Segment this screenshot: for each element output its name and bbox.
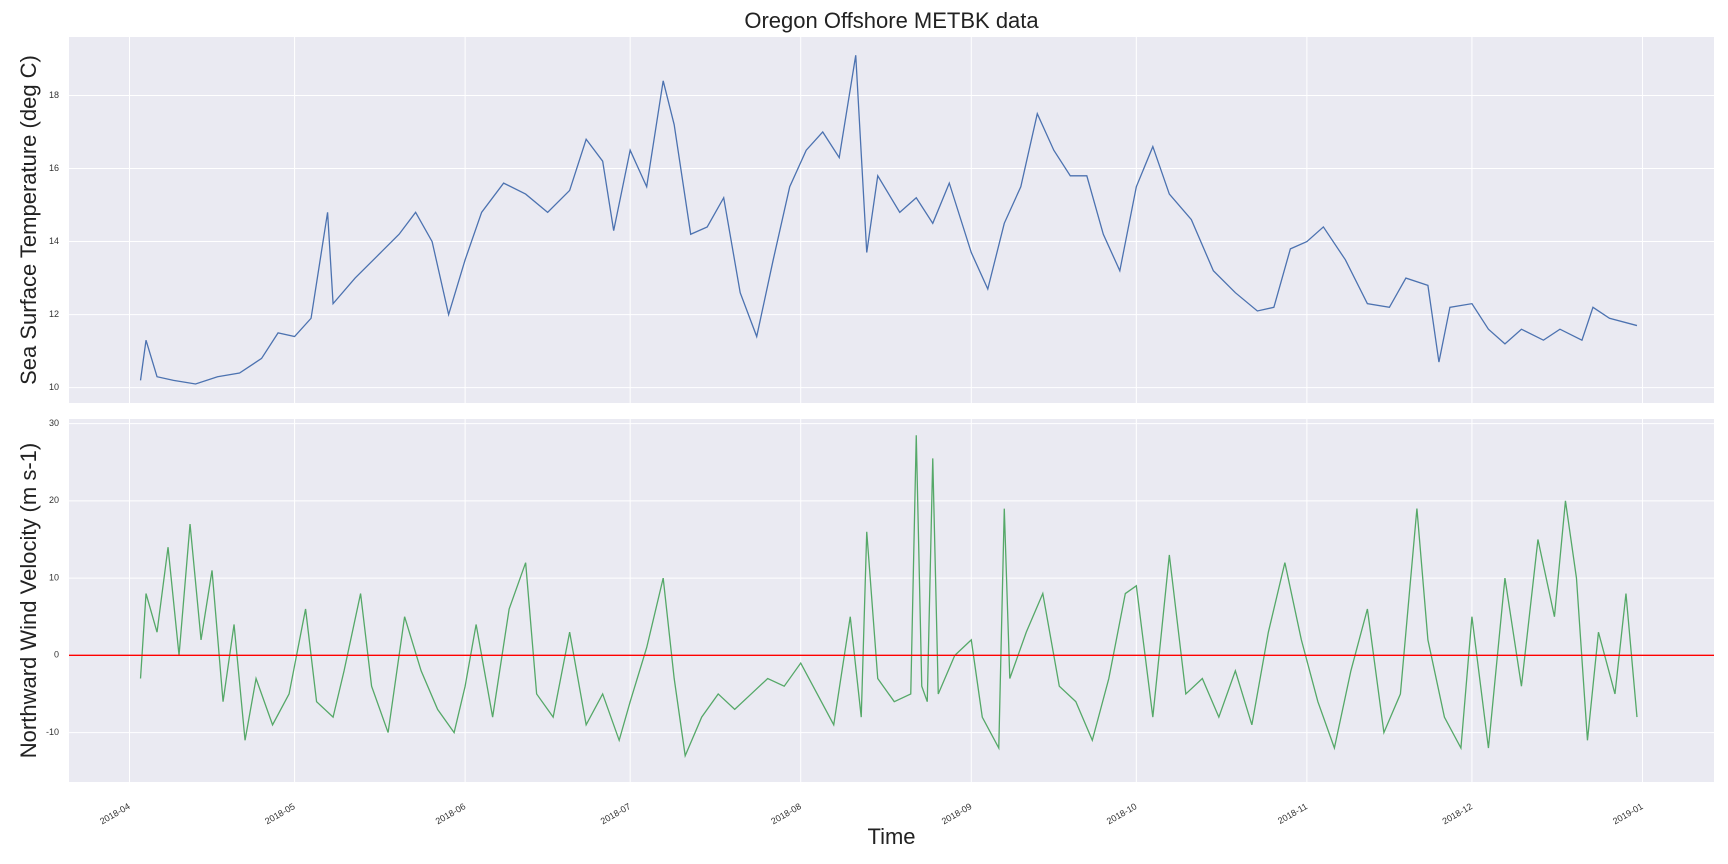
y-tick-label: 12 <box>49 309 59 319</box>
x-tick-label: 2018-07 <box>599 801 633 826</box>
data-line <box>139 435 1638 759</box>
x-axis-label: Time <box>867 824 915 849</box>
y-tick-label: 16 <box>49 163 59 173</box>
y-tick-label: -10 <box>46 727 59 737</box>
y-tick-label: 20 <box>49 495 59 505</box>
y-tick-label: 18 <box>49 90 59 100</box>
y-tick-label: 0 <box>54 650 59 660</box>
y-tick-label: 10 <box>49 572 59 582</box>
y-tick-label: 14 <box>49 236 59 246</box>
y-axis-label: Sea Surface Temperature (deg C) <box>16 55 41 385</box>
plot-area <box>69 419 1714 782</box>
data-line <box>139 55 1638 385</box>
x-tick-label: 2019-01 <box>1611 801 1645 826</box>
plot-area <box>69 37 1714 403</box>
x-tick-label: 2018-04 <box>98 801 132 826</box>
x-tick-label: 2018-12 <box>1441 801 1475 826</box>
y-tick-label: 10 <box>49 382 59 392</box>
x-tick-label: 2018-06 <box>434 801 468 826</box>
y-tick-label: 30 <box>49 418 59 428</box>
x-tick-label: 2018-08 <box>769 801 803 826</box>
x-tick-label: 2018-05 <box>263 801 297 826</box>
y-axis-label: Northward Wind Velocity (m s-1) <box>16 443 41 758</box>
x-tick-label: 2018-09 <box>940 801 974 826</box>
chart-title: Oregon Offshore METBK data <box>744 8 1039 33</box>
x-tick-label: 2018-11 <box>1276 801 1309 826</box>
x-tick-label: 2018-10 <box>1105 801 1139 826</box>
